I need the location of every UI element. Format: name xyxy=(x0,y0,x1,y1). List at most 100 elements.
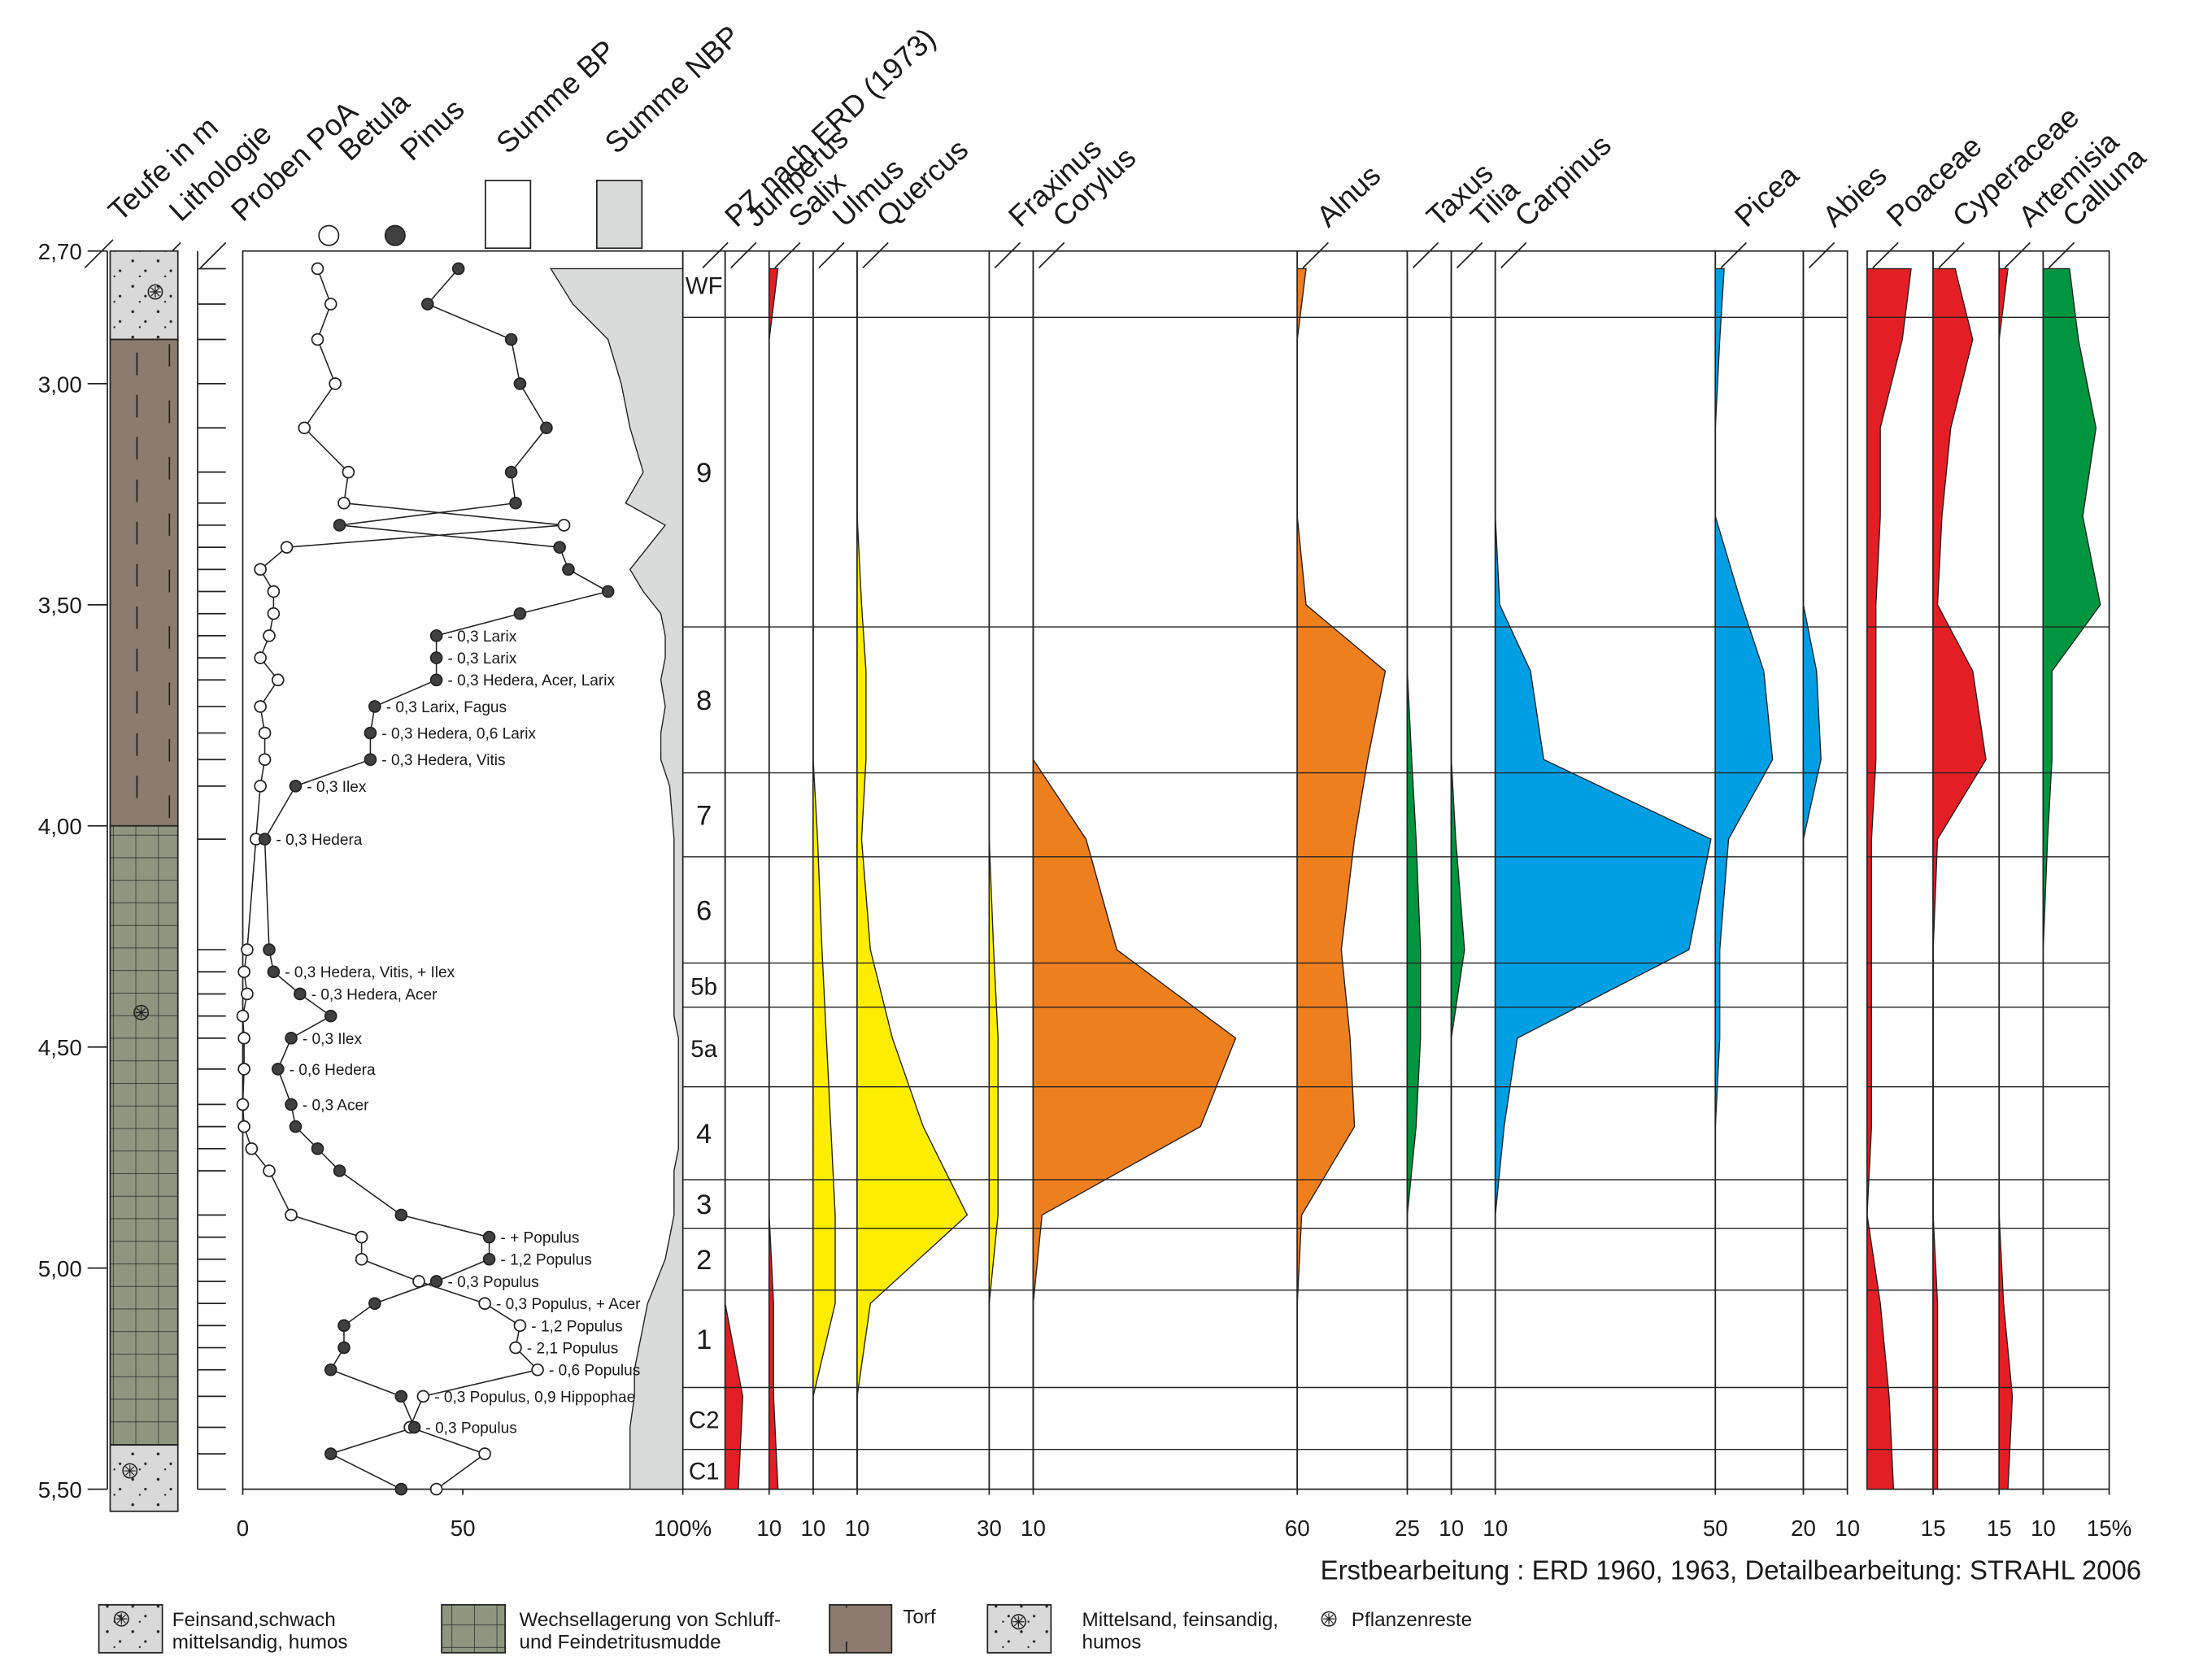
header: Abies xyxy=(1816,159,1893,233)
x-tick-label: 10 xyxy=(1439,1516,1464,1541)
sample-point xyxy=(311,262,324,276)
taxon-area xyxy=(2042,267,2101,1490)
zone-label: WF xyxy=(686,273,723,300)
legend-betula xyxy=(318,224,340,246)
sample-point xyxy=(429,651,443,664)
leader xyxy=(2004,241,2031,269)
annotation: - 0,3 Populus xyxy=(447,1274,538,1291)
y-tick-label: 4,00 xyxy=(38,814,82,839)
sample-point xyxy=(553,541,566,554)
y-tick-label: 2,70 xyxy=(38,239,82,264)
x-tick-label: 20 xyxy=(1791,1516,1816,1541)
sample-point xyxy=(267,607,281,620)
x-tick-label: 30 xyxy=(977,1516,1002,1541)
legend-text: mittelsandig, humos xyxy=(172,1632,348,1654)
sample-point xyxy=(429,1275,443,1288)
sample-point xyxy=(504,333,518,346)
sample-point xyxy=(420,298,434,311)
legend-box xyxy=(441,1603,506,1654)
sample-point xyxy=(329,377,342,390)
sample-point xyxy=(237,1120,250,1133)
annotation: - 0,3 Hedera xyxy=(276,832,362,849)
sample-point xyxy=(254,651,267,664)
sample-point xyxy=(482,1252,496,1266)
sample-point xyxy=(364,726,377,740)
sample-point xyxy=(258,753,272,767)
sample-point xyxy=(324,298,337,311)
sample-point xyxy=(311,1142,324,1155)
sample-point xyxy=(254,700,267,713)
sample-point xyxy=(258,833,272,846)
x-tick-label: 50 xyxy=(451,1516,476,1541)
panel xyxy=(1802,250,1848,1490)
x-tick-label: 10 xyxy=(1835,1516,1860,1541)
annotation: - 2,1 Populus xyxy=(527,1340,618,1357)
legend-nbp xyxy=(595,180,643,250)
leader xyxy=(1500,241,1527,269)
header: Alnus xyxy=(1310,159,1387,233)
sample-point xyxy=(311,333,324,346)
taxon-area xyxy=(1495,268,1712,1490)
legend-text: Mittelsand, feinsandig, xyxy=(1082,1609,1278,1631)
sample-point xyxy=(294,987,307,1001)
nbp-area xyxy=(550,267,684,1490)
sample-point xyxy=(245,1142,259,1155)
taxon-area xyxy=(1998,267,2014,1490)
x-tick-label: 10 xyxy=(845,1516,870,1541)
sample-point xyxy=(429,673,443,687)
taxon-area xyxy=(812,268,836,1490)
taxon-area xyxy=(769,267,779,1490)
x-tick-label: 0 xyxy=(237,1516,249,1541)
leader xyxy=(1302,241,1329,269)
legend-text: Torf xyxy=(903,1606,936,1628)
sample-point xyxy=(254,563,267,576)
legend-text: und Feindetritusmudde xyxy=(519,1632,721,1654)
sample-point xyxy=(368,700,381,713)
zone-label: 9 xyxy=(696,458,712,489)
panel xyxy=(1998,250,2044,1490)
legend-text: humos xyxy=(1082,1632,1142,1654)
y-tick-label: 5,50 xyxy=(38,1477,82,1503)
sample-point xyxy=(236,1009,250,1023)
sample-point xyxy=(355,1252,368,1266)
lithology-layer xyxy=(109,824,179,1446)
annotation: - 0,3 Populus, + Acer xyxy=(496,1296,641,1313)
lithology-layer xyxy=(109,250,179,341)
sample-point xyxy=(504,465,518,479)
sample-point xyxy=(407,1420,421,1434)
sample-point xyxy=(557,519,571,532)
sample-point xyxy=(513,607,527,620)
sample-point xyxy=(289,1120,303,1133)
header: Carpinus xyxy=(1508,128,1618,233)
sample-point xyxy=(324,1363,337,1376)
annotation: - 1,2 Populus xyxy=(500,1252,591,1269)
sample-point xyxy=(333,1164,346,1177)
zone-label: C2 xyxy=(689,1407,720,1434)
leader xyxy=(1456,241,1483,269)
sample-point xyxy=(601,585,615,598)
annotation: - 0,3 Ilex xyxy=(303,1031,363,1048)
zone-label: 6 xyxy=(696,895,712,926)
header: Summe BP xyxy=(490,33,622,160)
sample-point xyxy=(394,1482,408,1496)
annotation: - 0,3 Hedera, Vitis, + Ilex xyxy=(285,964,455,981)
taxon-area xyxy=(1714,267,1774,1490)
sample-point xyxy=(280,541,294,554)
sample-point xyxy=(333,519,346,532)
header: Picea xyxy=(1728,158,1805,233)
sample-point xyxy=(451,262,465,276)
taxon-area xyxy=(856,268,969,1490)
taxon-area xyxy=(1406,268,1422,1490)
sample-point xyxy=(478,1447,491,1460)
sample-point xyxy=(241,987,254,1001)
x-tick-label: 25 xyxy=(1395,1516,1420,1541)
annotation: - 0,3 Hedera, 0,6 Larix xyxy=(381,726,536,743)
sample-point xyxy=(394,1208,408,1222)
sample-point xyxy=(236,1098,250,1111)
y-tick-label: 3,50 xyxy=(38,593,82,618)
lithology-layer xyxy=(109,338,179,827)
taxon-area xyxy=(1296,267,1387,1490)
sample-point xyxy=(482,1230,496,1244)
legend-text: Feinsand,schwach xyxy=(172,1609,336,1631)
